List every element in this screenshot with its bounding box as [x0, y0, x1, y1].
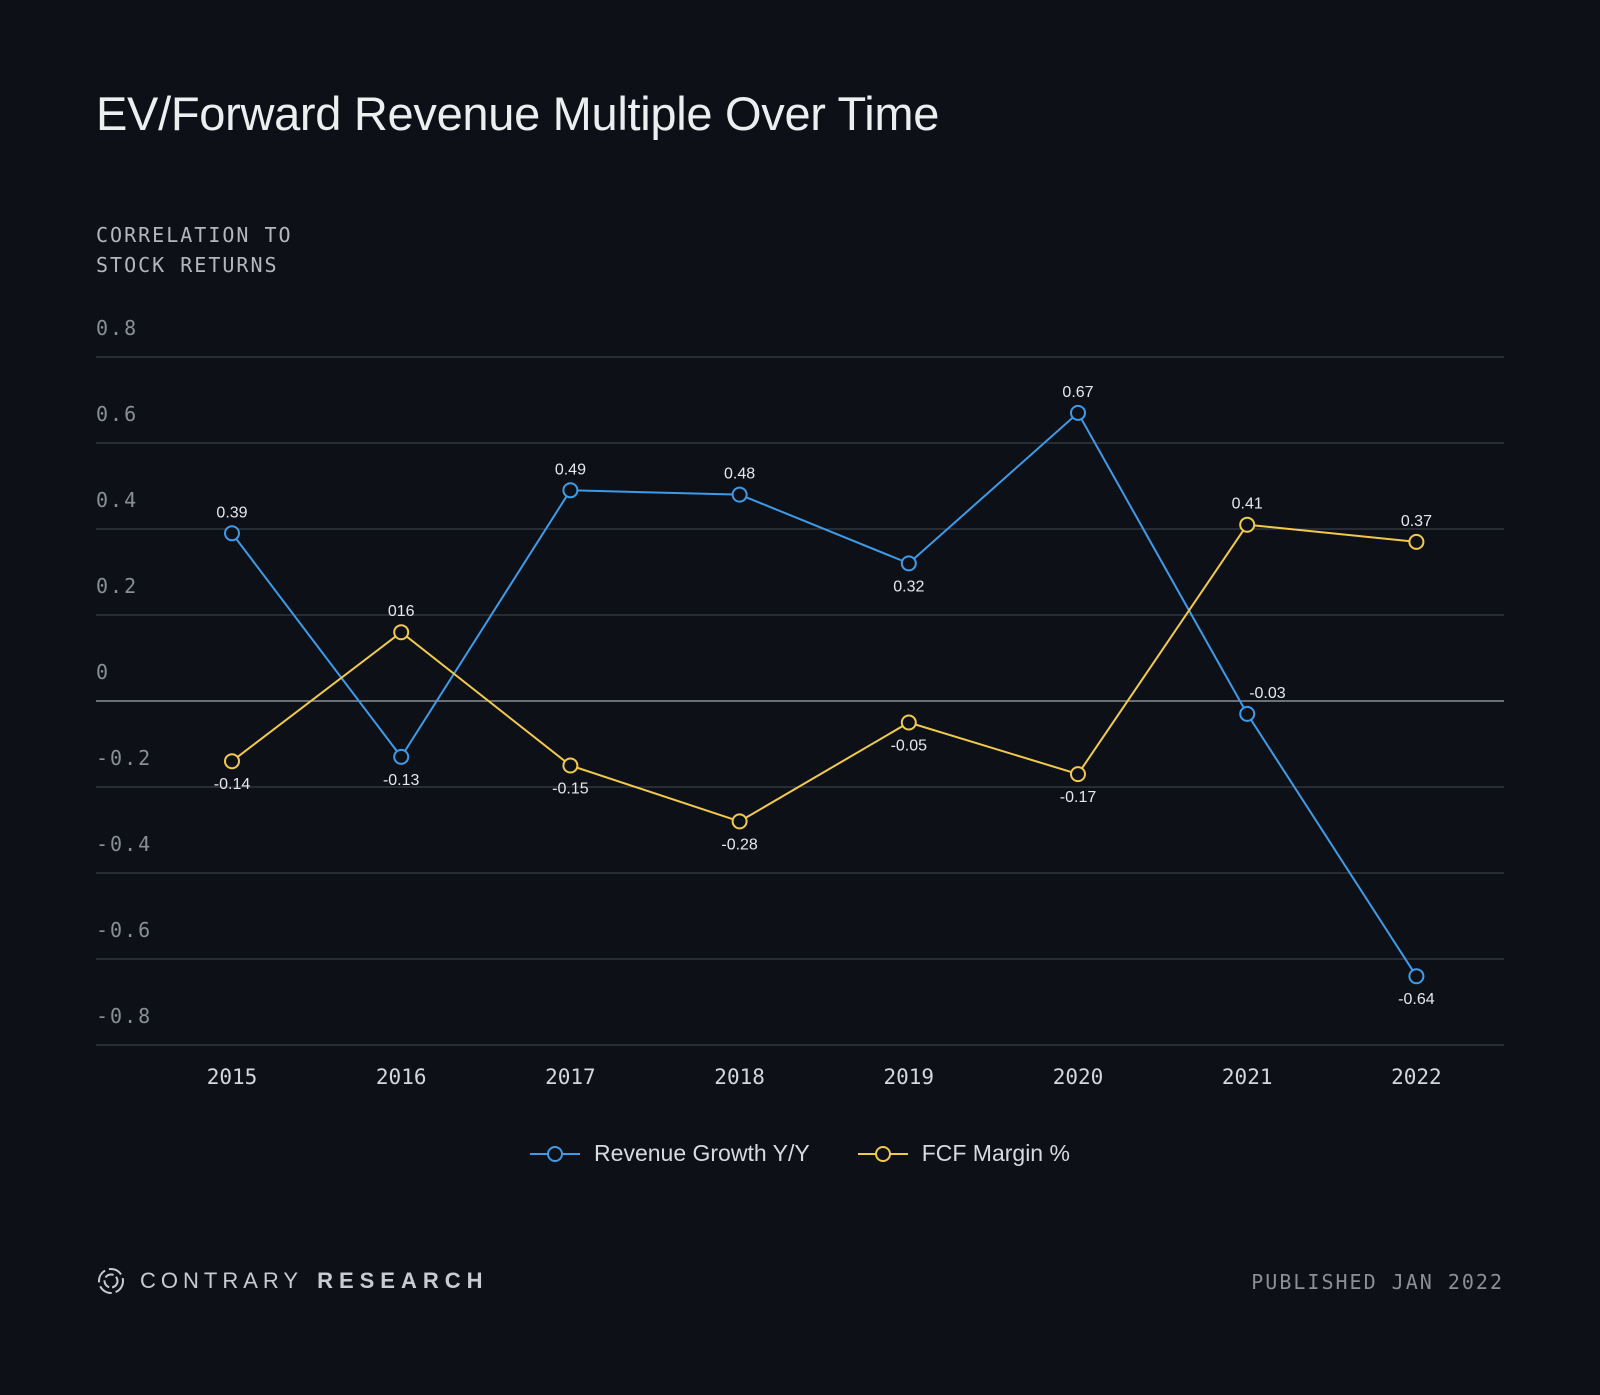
data-point	[562, 482, 579, 499]
x-tick-label: 2017	[545, 1065, 596, 1089]
data-point	[1408, 533, 1425, 550]
data-label: -0.28	[721, 836, 758, 853]
data-point	[393, 624, 410, 641]
series-line-revenue	[231, 411, 1418, 977]
x-tick-label: 2016	[376, 1065, 427, 1089]
data-label: 0.67	[1062, 384, 1093, 401]
data-point	[393, 748, 410, 765]
legend-label-revenue: Revenue Growth Y/Y	[594, 1140, 810, 1166]
chart-legend: Revenue Growth Y/Y FCF Margin %	[0, 1140, 1600, 1167]
data-point	[731, 486, 748, 503]
data-label: -0.64	[1398, 991, 1435, 1008]
data-label: -0.05	[891, 738, 928, 755]
x-tick-label: 2022	[1391, 1065, 1442, 1089]
x-tick-label: 2018	[714, 1065, 765, 1089]
data-point	[1070, 404, 1086, 421]
y-tick-label: 0.8	[96, 316, 138, 340]
chart-title: EV/Forward Revenue Multiple Over Time	[96, 87, 940, 140]
y-tick-label: -0.8	[96, 1004, 152, 1028]
data-label: 0.49	[555, 461, 586, 478]
data-label: 0.48	[724, 466, 755, 483]
x-tick-label: 2015	[207, 1065, 258, 1089]
brand: CONTRARY RESEARCH	[96, 1266, 489, 1296]
data-point	[900, 714, 917, 731]
data-label: -0.03	[1249, 685, 1286, 702]
data-label: 0.32	[893, 578, 924, 595]
data-label: -0.13	[383, 772, 420, 789]
x-tick-label: 2021	[1222, 1065, 1273, 1089]
y-tick-label: 0	[96, 660, 110, 684]
y-axis-label: CORRELATION TO STOCK RETURNS	[96, 220, 336, 280]
data-point	[1408, 968, 1425, 985]
y-axis-label-line-2: STOCK RETURNS	[96, 253, 279, 277]
data-label: -0.15	[552, 781, 589, 798]
brand-name-light: CONTRARY	[140, 1268, 304, 1293]
x-tick-label: 2020	[1053, 1065, 1104, 1089]
series-line-fcf	[231, 523, 1417, 823]
data-label: 0.39	[216, 504, 247, 521]
legend-swatch-fcf	[857, 1145, 908, 1162]
legend-item-fcf[interactable]: FCF Margin %	[857, 1140, 1070, 1167]
y-tick-label: 0.4	[96, 488, 138, 512]
data-point	[224, 753, 240, 770]
data-label: 016	[388, 603, 415, 620]
legend-label-fcf: FCF Margin %	[921, 1140, 1070, 1166]
y-tick-label: 0.2	[96, 574, 138, 598]
legend-item-revenue[interactable]: Revenue Growth Y/Y	[530, 1140, 810, 1167]
data-point	[224, 525, 240, 542]
contrary-logo-icon	[98, 1268, 124, 1294]
x-tick-label: 2019	[884, 1065, 935, 1089]
data-point	[1239, 705, 1256, 722]
legend-swatch-revenue	[530, 1145, 581, 1162]
data-point	[731, 813, 748, 830]
data-label: -0.14	[214, 776, 251, 793]
data-point	[562, 757, 579, 774]
data-label: 0.37	[1401, 513, 1432, 530]
data-label: -0.17	[1060, 789, 1097, 806]
y-axis-label-line-1: CORRELATION TO	[96, 223, 293, 247]
data-point	[900, 555, 917, 572]
data-point	[1239, 516, 1256, 533]
data-label: 0.41	[1232, 496, 1263, 513]
brand-name-bold: RESEARCH	[317, 1268, 489, 1293]
y-tick-label: -0.2	[96, 746, 152, 770]
y-tick-label: -0.4	[96, 832, 152, 856]
y-tick-label: -0.6	[96, 918, 152, 942]
data-point	[1070, 766, 1086, 783]
y-tick-label: 0.6	[96, 402, 138, 426]
published-date: PUBLISHED JAN 2022	[1251, 1270, 1504, 1294]
